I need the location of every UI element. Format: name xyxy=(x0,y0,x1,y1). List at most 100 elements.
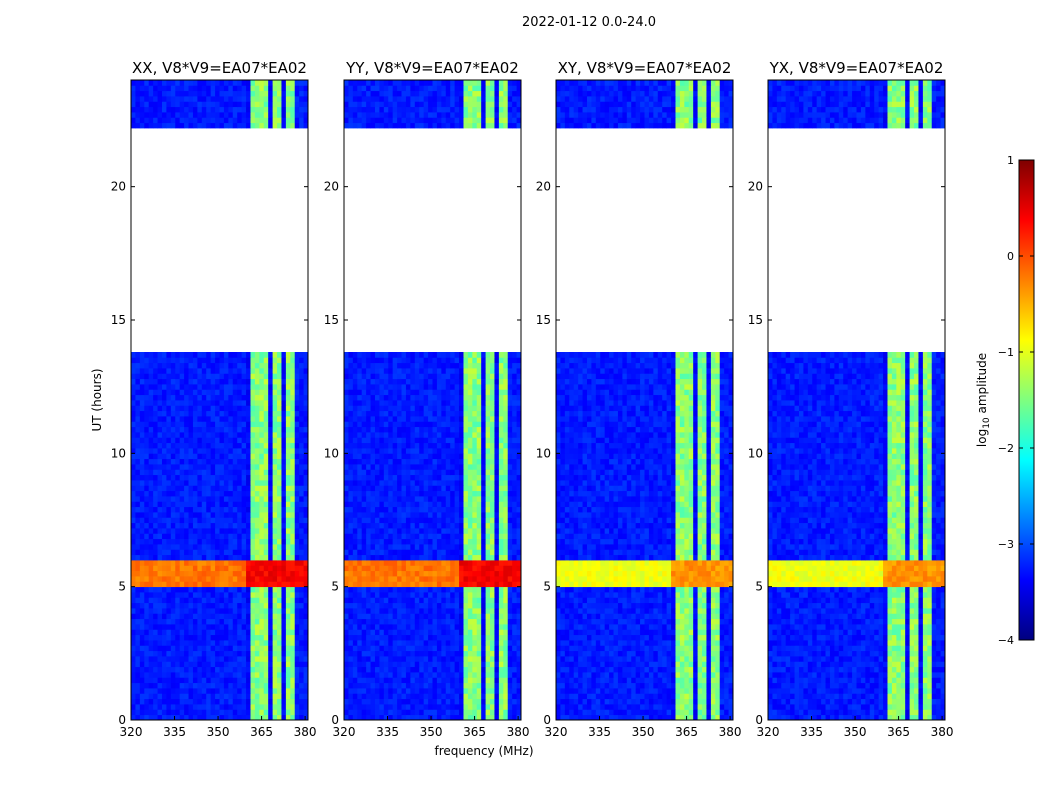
heatmap-cell xyxy=(299,634,304,641)
heatmap-cell xyxy=(210,602,216,609)
heatmap-cell xyxy=(232,96,238,102)
heatmap-cell xyxy=(352,661,358,668)
heatmap-cell xyxy=(166,357,172,364)
heatmap-cell xyxy=(290,629,296,636)
heatmap-cell xyxy=(153,117,158,124)
heatmap-cell xyxy=(516,517,522,524)
heatmap-cell xyxy=(272,464,278,470)
heatmap-cell xyxy=(215,80,220,86)
heatmap-cell xyxy=(277,672,282,678)
heatmap-cell xyxy=(516,613,522,620)
heatmap-cell xyxy=(210,576,216,582)
heatmap-cell xyxy=(161,474,167,481)
heatmap-cell xyxy=(405,698,411,705)
heatmap-cell xyxy=(481,480,486,486)
heatmap-cell xyxy=(370,538,376,545)
heatmap-cell xyxy=(277,602,282,609)
heatmap-cell xyxy=(357,704,363,710)
heatmap-cell xyxy=(210,384,216,390)
heatmap-cell xyxy=(512,512,517,518)
heatmap-cell xyxy=(153,624,158,630)
heatmap-cell xyxy=(481,496,486,502)
heatmap-cell xyxy=(472,672,478,678)
heatmap-cell xyxy=(463,560,469,566)
heatmap-cell xyxy=(277,645,282,652)
heatmap-cell xyxy=(405,666,411,673)
heatmap-cell xyxy=(463,533,469,540)
heatmap-cell xyxy=(223,469,229,476)
heatmap-cell xyxy=(423,709,429,716)
heatmap-cell xyxy=(370,656,376,662)
heatmap-cell xyxy=(290,437,296,444)
heatmap-cell xyxy=(516,618,522,625)
heatmap-cell xyxy=(237,362,243,369)
heatmap-cell xyxy=(436,560,442,566)
heatmap-cell xyxy=(459,522,464,529)
heatmap-cell xyxy=(192,368,198,374)
heatmap-cell xyxy=(405,538,411,545)
heatmap-cell xyxy=(268,101,273,108)
heatmap-cell xyxy=(237,106,243,113)
heatmap-cell xyxy=(219,629,225,636)
heatmap-cell xyxy=(476,677,482,684)
heatmap-cell xyxy=(201,522,207,529)
heatmap-cell xyxy=(303,357,309,364)
heatmap-cell xyxy=(503,640,509,646)
heatmap-cell xyxy=(463,672,469,678)
heatmap-cell xyxy=(366,501,371,508)
heatmap-cell xyxy=(259,538,265,545)
heatmap-cell xyxy=(197,400,203,406)
heatmap-cell xyxy=(294,389,300,396)
heatmap-cell xyxy=(454,645,460,652)
heatmap-cell xyxy=(157,80,163,86)
heatmap-cell xyxy=(268,608,273,614)
heatmap-cell xyxy=(254,512,260,518)
heatmap-cell xyxy=(436,645,442,652)
heatmap-cell xyxy=(277,544,282,550)
heatmap-cell xyxy=(215,709,220,716)
heatmap-cell xyxy=(184,453,189,460)
heatmap-cell xyxy=(170,378,176,385)
heatmap-cell xyxy=(498,528,504,534)
heatmap-cell xyxy=(299,672,304,678)
heatmap-cell xyxy=(366,474,371,481)
heatmap-cell xyxy=(237,400,243,406)
heatmap-cell xyxy=(254,709,260,716)
heatmap-cell xyxy=(410,544,416,550)
heatmap-cell xyxy=(139,554,145,561)
heatmap-cell xyxy=(188,570,194,577)
heatmap-cell xyxy=(432,618,438,625)
heatmap-cell xyxy=(490,522,495,529)
heatmap-cell xyxy=(246,352,251,358)
heatmap-cell xyxy=(272,549,278,556)
heatmap-cell xyxy=(241,512,247,518)
heatmap-cell xyxy=(405,496,411,502)
heatmap-cell xyxy=(175,480,181,486)
heatmap-cell xyxy=(219,581,225,588)
heatmap-cell xyxy=(139,112,145,118)
heatmap-cell xyxy=(135,682,141,689)
heatmap-cell xyxy=(512,480,517,486)
heatmap-cell xyxy=(157,389,163,396)
heatmap-cell xyxy=(250,544,256,550)
heatmap-cell xyxy=(144,533,150,540)
heatmap-cell xyxy=(388,490,394,497)
heatmap-cell xyxy=(401,554,407,561)
heatmap-cell xyxy=(512,666,517,673)
heatmap-cell xyxy=(467,506,473,513)
heatmap-cell xyxy=(392,698,398,705)
heatmap-cell xyxy=(419,570,425,577)
heatmap-cell xyxy=(144,512,150,518)
heatmap-cell xyxy=(144,373,150,380)
heatmap-cell xyxy=(516,677,522,684)
heatmap-cell xyxy=(299,410,304,417)
heatmap-cell xyxy=(210,437,216,444)
heatmap-cell xyxy=(454,581,460,588)
heatmap-cell xyxy=(366,688,371,694)
heatmap-cell xyxy=(299,629,304,636)
heatmap-cell xyxy=(250,714,256,721)
heatmap-cell xyxy=(281,405,287,412)
heatmap-cell xyxy=(219,522,225,529)
heatmap-cell xyxy=(241,448,247,454)
heatmap-cell xyxy=(219,410,225,417)
